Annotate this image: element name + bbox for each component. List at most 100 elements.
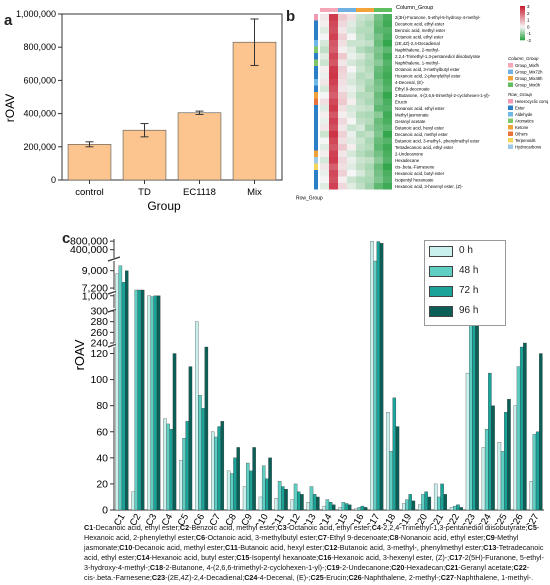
chart-c-bar-C3-1: [150, 296, 154, 511]
heatmap-cell: [356, 92, 365, 99]
heatmap-row-annotation: [314, 85, 318, 92]
chart-c-bar-C20-2: [424, 491, 428, 511]
abbrev-code: C4: [371, 523, 381, 532]
heatmap-row-annotation: [314, 53, 318, 60]
heatmap-cell: [374, 72, 383, 79]
chart-c-bar-C20-0: [418, 504, 422, 511]
abbrev-code: C13: [483, 542, 497, 552]
heatmap-cell: [347, 53, 356, 60]
heatmap-scale-label: 3: [527, 4, 530, 9]
heatmap-row-annotation: [314, 20, 318, 27]
heatmap-row-legend-label: Others: [515, 132, 528, 137]
heatmap-row-label: Hexanoic acid, 2-phenylethyl ester: [395, 74, 461, 79]
legend-swatch-72h: [429, 286, 453, 297]
heatmap-row-label: Decanoic acid, ethyl ester: [395, 22, 445, 27]
heatmap-row-legend-title: Row_Group: [508, 92, 533, 97]
chart-c-bar-C18-1: [389, 451, 393, 511]
chart-c-bar-C24-1: [484, 429, 489, 511]
heatmap-row-legend-label: Aromatics: [515, 119, 534, 124]
heatmap-cell: [356, 137, 365, 144]
abbrev-code: C6: [195, 532, 206, 542]
chart-c-bar-C17-2: [376, 241, 381, 511]
abbrev-code: C11: [225, 542, 238, 552]
abbrev-code: C26: [348, 572, 362, 582]
chart-a-ytick-label: 0: [51, 175, 56, 185]
heatmap-scale-segment: [520, 26, 525, 28]
heatmap-row-annotation: [314, 92, 318, 99]
heatmap-cell: [347, 183, 356, 190]
chart-c-bar-C8-1: [230, 473, 234, 511]
heatmap-cell: [320, 170, 329, 177]
heatmap-cell: [365, 118, 374, 125]
heatmap-column-legend-label: Group_Mix0h: [515, 83, 541, 88]
heatmap-scale-segment: [520, 33, 525, 35]
heatmap-cell: [338, 79, 347, 86]
abbreviation-list: C1-Decanoic acid, ethyl ester;C2-Benzoic…: [84, 523, 546, 582]
chart-c-bar-C20-1: [421, 494, 425, 511]
heatmap-row-annotation: [314, 14, 318, 21]
heatmap-column-annotation: [374, 8, 383, 12]
heatmap-cell: [347, 170, 356, 177]
abbrev-code: C25: [310, 572, 324, 582]
heatmap-cell: [338, 183, 347, 190]
heatmap-cell: [320, 163, 329, 170]
heatmap-cell: [365, 79, 374, 86]
heatmap-column-annotation: [365, 8, 374, 12]
heatmap-cell: [329, 14, 338, 21]
heatmap-cell: [347, 27, 356, 34]
chart-c-bar-C11-0: [274, 498, 279, 511]
heatmap-cell: [338, 72, 347, 79]
heatmap-scale-segment: [520, 13, 525, 16]
heatmap-cell: [320, 105, 329, 112]
chart-c-bar-C15-0: [338, 507, 342, 511]
chart-c-bar-C4-0: [163, 418, 167, 511]
heatmap-cell: [320, 33, 329, 40]
abbrev-code: C2: [179, 523, 190, 532]
chart-c-bar-C6-2: [201, 408, 205, 511]
heatmap-row-legend-swatch: [508, 99, 513, 104]
heatmap-cell: [320, 53, 329, 60]
heatmap-scale-segment: [520, 6, 525, 8]
chart-c-bar-C10-0: [258, 496, 263, 511]
heatmap-scale-label: 2: [527, 11, 530, 16]
chart-c-ytick-label: 800,000: [70, 236, 108, 248]
heatmap-cell: [365, 150, 374, 157]
heatmap-cell: [365, 124, 374, 131]
abbrev-name: -2-Undecanone;: [339, 562, 392, 572]
heatmap-scale-segment: [520, 20, 525, 23]
heatmap-cell: [338, 53, 347, 60]
chart-c-bar-C11-1: [277, 481, 282, 511]
chart-c-bar-C12-1: [293, 483, 298, 511]
heatmap-cell: [338, 137, 347, 144]
abbrev-name: -Decanoic acid, ethyl ester;: [93, 523, 180, 532]
abbrev-name: -Hexanoic acid, butyl ester;: [149, 552, 237, 562]
chart-c-xtick-label: C1: [112, 512, 128, 525]
chart-c-bar-C17-0: [370, 240, 374, 511]
heatmap-scale-segment: [520, 28, 525, 31]
heatmap-row-label: Hexadecane: [395, 158, 420, 163]
chart-c-bar-C25-3: [507, 399, 511, 511]
heatmap-cell: [320, 59, 329, 66]
legend-label-48h: 48 h: [459, 265, 479, 276]
heatmap-cell: [356, 157, 365, 164]
chart-c-bar-C25-2: [504, 412, 508, 511]
legend-item-0h: 0 h: [429, 245, 503, 259]
abbrev-code: C10: [119, 542, 133, 552]
heatmap-cell: [338, 105, 347, 112]
abbrev-code: C15: [236, 552, 250, 562]
chart-c-ytick-label: 300: [90, 306, 108, 318]
abbrev-code: C17: [449, 552, 463, 562]
legend-label-96h: 96 h: [459, 305, 479, 316]
heatmap-cell: [329, 66, 338, 73]
heatmap-cell: [374, 137, 383, 144]
heatmap-cell: [365, 40, 374, 47]
heatmap-cell: [374, 98, 383, 105]
abbrev-code: C3: [277, 523, 287, 532]
heatmap-cell: [374, 183, 383, 190]
chart-c-ytick-label: 100: [90, 374, 108, 386]
heatmap-row-annotation: [314, 105, 318, 112]
chart-b-heatmap: Column_Group 2(3H)-Furanone, 5-ethyl-5-hy…: [296, 4, 548, 202]
chart-c-bar-C7-2: [217, 426, 221, 511]
chart-a-bar-EC1118: [177, 112, 222, 181]
